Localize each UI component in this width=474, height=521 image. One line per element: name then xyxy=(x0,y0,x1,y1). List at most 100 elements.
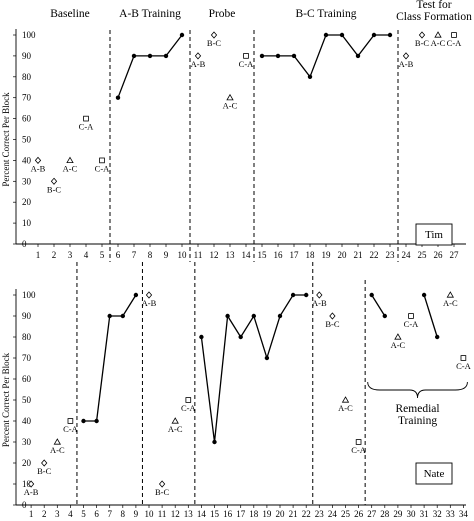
participant-name-box xyxy=(415,462,453,485)
x-tick-label: 22 xyxy=(302,509,311,519)
x-tick-label: 27 xyxy=(450,250,460,260)
probe-square-marker xyxy=(408,313,414,319)
x-tick-label: 16 xyxy=(223,509,233,519)
x-tick-label: 4 xyxy=(84,250,89,260)
probe-label: B-C xyxy=(325,319,340,329)
training-data-point xyxy=(225,313,230,319)
y-tick-label: 0 xyxy=(22,239,27,249)
probe-diamond-marker xyxy=(41,459,48,467)
x-tick-label: 17 xyxy=(290,250,300,260)
phase-title: A-B Training xyxy=(119,8,181,20)
probe-label: C-A xyxy=(63,424,79,434)
probe-triangle-marker xyxy=(446,291,454,298)
y-tick-label: 60 xyxy=(22,114,32,124)
probe-label: A-B xyxy=(312,298,327,308)
x-tick-label: 21 xyxy=(354,250,363,260)
training-data-point xyxy=(179,32,185,38)
y-tick-label: 10 xyxy=(22,218,32,228)
tim-panel: 0 10 20 30 40 50 60 70 80 90 100 Percent Correct Pe… xyxy=(1,0,472,262)
x-tick-label: 8 xyxy=(148,250,153,260)
probe-square-marker xyxy=(355,439,362,445)
x-tick-label: 12 xyxy=(210,250,219,260)
probe-diamond-marker xyxy=(34,156,42,165)
training-data-point xyxy=(120,313,126,319)
x-tick-label: 2 xyxy=(52,250,57,260)
probe-square-marker xyxy=(99,157,105,164)
x-tick-label: 15 xyxy=(258,250,268,260)
training-data-line xyxy=(371,294,386,317)
y-tick-label: 20 xyxy=(22,458,32,468)
training-data-point xyxy=(387,32,393,38)
remedial-training-label: Training xyxy=(398,415,437,427)
x-tick-label: 7 xyxy=(132,250,137,260)
x-tick-label: 6 xyxy=(94,509,99,519)
x-tick-label: 24 xyxy=(328,509,338,519)
probe-label: A-C xyxy=(63,163,78,173)
probe-label: A-B xyxy=(142,298,157,308)
training-data-point xyxy=(355,53,361,59)
probe-diamond-marker xyxy=(158,480,166,488)
probe-triangle-marker xyxy=(394,333,402,340)
x-tick-label: 19 xyxy=(322,250,332,260)
probe-square-marker xyxy=(460,355,467,361)
y-tick-label: 100 xyxy=(22,290,36,300)
phase-title: Test for Class Formation xyxy=(396,0,472,23)
training-data-point xyxy=(371,32,377,38)
probe-label: A-C xyxy=(431,38,446,48)
probe-label: B-C xyxy=(47,184,62,194)
probe-label: A-B xyxy=(399,59,414,69)
training-data-point xyxy=(147,53,153,59)
training-data-point xyxy=(421,292,427,298)
y-axis-title: Percent Correct Per Block xyxy=(1,92,11,187)
training-data-point xyxy=(275,53,281,59)
probe-square-marker xyxy=(83,115,89,122)
x-tick-label: 14 xyxy=(197,509,207,519)
y-tick-label: 0 xyxy=(22,500,27,510)
training-data-point xyxy=(369,292,374,298)
training-data-point xyxy=(291,53,297,59)
probe-label: C-A xyxy=(79,122,95,132)
training-data-point xyxy=(81,418,86,424)
probe-label: A-B xyxy=(31,163,46,173)
probe-label: B-C xyxy=(155,487,170,497)
y-tick-label: 40 xyxy=(22,155,32,165)
probe-label: C-A xyxy=(351,445,367,455)
x-tick-label: 22 xyxy=(370,250,379,260)
probe-diamond-marker xyxy=(145,291,153,299)
x-tick-label: 10 xyxy=(145,509,155,519)
x-tick-label: 23 xyxy=(315,509,325,519)
y-tick-label: 30 xyxy=(22,176,32,186)
probe-label: C-A xyxy=(456,361,472,371)
probe-label: A-B xyxy=(191,59,206,69)
probe-diamond-marker xyxy=(316,291,323,299)
training-data-point xyxy=(339,32,345,38)
remedial-training-label: Remedial xyxy=(396,403,440,415)
training-data-point xyxy=(259,53,265,59)
probe-label: B-C xyxy=(37,466,52,476)
x-tick-label: 6 xyxy=(116,250,121,260)
probe-diamond-marker xyxy=(402,52,410,60)
training-data-point xyxy=(304,292,309,298)
y-tick-label: 30 xyxy=(22,437,32,447)
x-tick-label: 3 xyxy=(68,250,73,260)
phase-title: Baseline xyxy=(50,8,90,20)
y-tick-label: 10 xyxy=(22,479,32,489)
x-tick-label: 23 xyxy=(386,250,396,260)
probe-square-marker xyxy=(185,397,192,403)
training-data-point xyxy=(382,313,387,319)
probe-triangle-marker xyxy=(434,31,442,38)
x-tick-label: 13 xyxy=(226,250,236,260)
participant-name-box xyxy=(415,223,453,246)
training-data-point xyxy=(277,313,283,319)
training-data-point xyxy=(238,334,243,340)
x-tick-label: 18 xyxy=(306,250,316,260)
probe-label: A-C xyxy=(223,101,238,111)
probe-label: C-A xyxy=(239,59,255,69)
training-data-point xyxy=(290,292,296,298)
training-data-point xyxy=(115,95,121,100)
probe-label: A-C xyxy=(443,298,458,308)
participant-name: Tim xyxy=(425,229,443,241)
x-tick-label: 34 xyxy=(459,509,469,519)
x-tick-label: 19 xyxy=(262,509,272,519)
